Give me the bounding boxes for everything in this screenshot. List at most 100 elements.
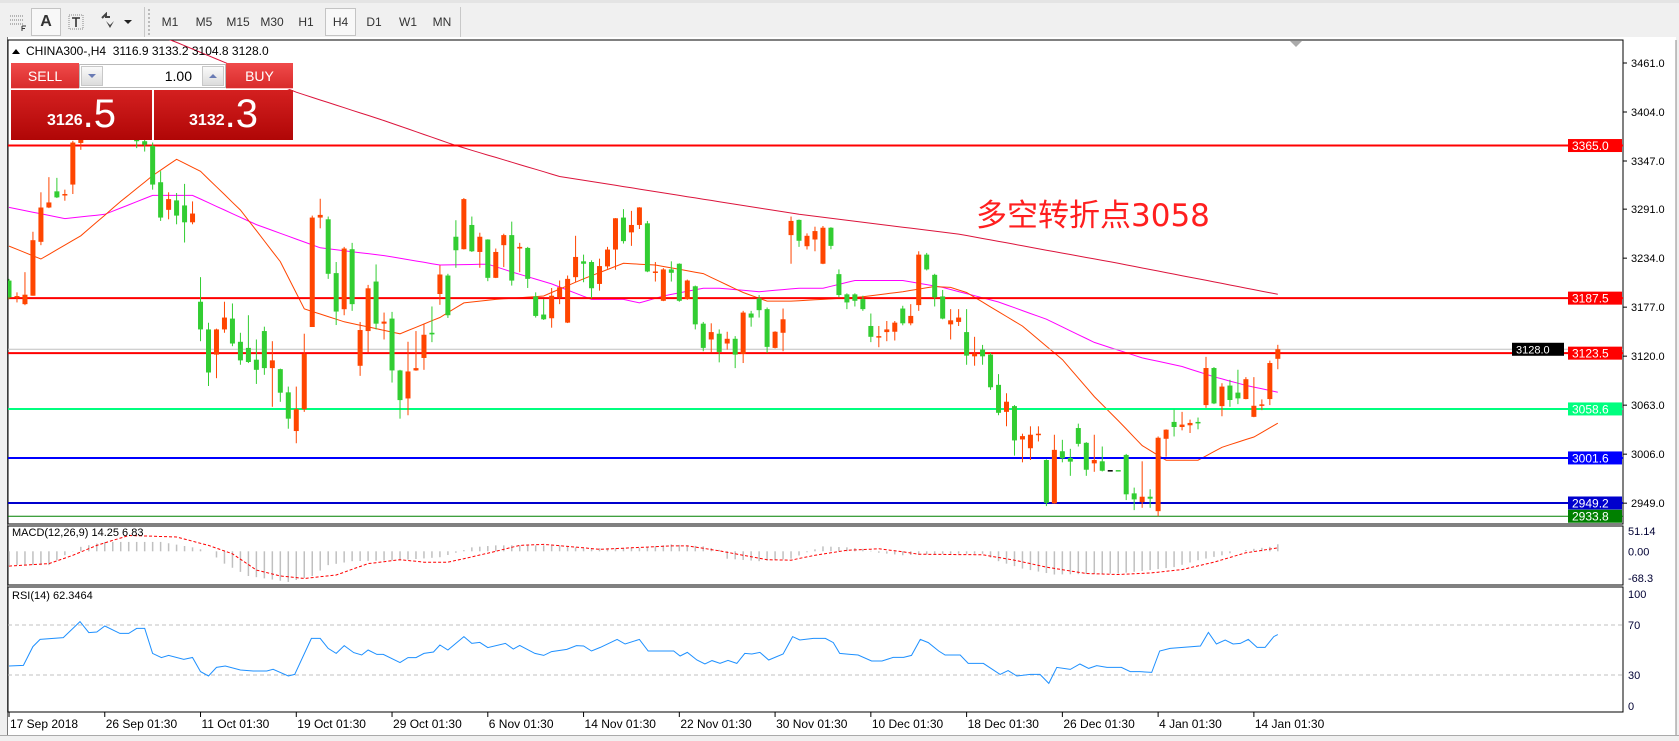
candle[interactable]	[30, 231, 36, 296]
candle[interactable]	[860, 295, 866, 311]
candle[interactable]	[7, 278, 12, 300]
candle[interactable]	[1219, 383, 1225, 417]
candle[interactable]	[732, 336, 738, 369]
candle[interactable]	[908, 304, 914, 326]
candle[interactable]	[772, 331, 778, 349]
candle[interactable]	[1043, 459, 1049, 507]
candle[interactable]	[892, 320, 898, 341]
candle[interactable]	[158, 171, 164, 221]
candle[interactable]	[373, 264, 379, 330]
candle[interactable]	[1083, 442, 1089, 476]
candle[interactable]	[1139, 461, 1145, 508]
candle[interactable]	[253, 339, 259, 384]
candle[interactable]	[1107, 470, 1113, 472]
candle[interactable]	[692, 285, 698, 330]
candle[interactable]	[525, 246, 531, 288]
candle[interactable]	[413, 331, 419, 371]
candle[interactable]	[956, 309, 962, 326]
candle[interactable]	[221, 301, 227, 333]
candle[interactable]	[676, 263, 682, 302]
candle[interactable]	[1067, 448, 1073, 476]
candle[interactable]	[652, 262, 658, 282]
chart-annotation-text[interactable]: 多空转折点3058	[976, 198, 1210, 234]
candle[interactable]	[812, 226, 818, 252]
candle[interactable]	[612, 218, 618, 270]
candle[interactable]	[884, 320, 890, 342]
candle[interactable]	[1267, 360, 1273, 406]
candle[interactable]	[213, 328, 219, 379]
candle[interactable]	[261, 326, 267, 375]
candle[interactable]	[198, 277, 204, 342]
candle[interactable]	[932, 273, 938, 307]
candle[interactable]	[70, 140, 76, 195]
candle[interactable]	[740, 310, 746, 364]
candle[interactable]	[237, 332, 243, 365]
timeframe-h1[interactable]: H1	[298, 15, 314, 29]
candle[interactable]	[1187, 419, 1193, 434]
candle[interactable]	[469, 216, 475, 252]
candle[interactable]	[501, 233, 507, 268]
candle[interactable]	[628, 210, 634, 246]
candle[interactable]	[764, 307, 770, 353]
candle[interactable]	[581, 254, 587, 283]
candle[interactable]	[22, 272, 28, 306]
candle[interactable]	[1123, 453, 1129, 501]
candle[interactable]	[605, 246, 610, 269]
candle[interactable]	[1091, 434, 1097, 472]
candle[interactable]	[828, 227, 834, 250]
chart-shift-marker-icon[interactable]	[1290, 41, 1302, 47]
candle[interactable]	[1235, 369, 1241, 405]
candle[interactable]	[1275, 344, 1281, 370]
candle[interactable]	[844, 293, 850, 310]
candle[interactable]	[206, 322, 211, 386]
candle[interactable]	[150, 142, 156, 190]
lot-size-stepper[interactable]	[79, 64, 226, 88]
candle[interactable]	[245, 315, 251, 364]
candle[interactable]	[1227, 379, 1233, 407]
arrows-dropdown-icon[interactable]	[95, 8, 137, 36]
candle[interactable]	[1099, 446, 1105, 472]
candle[interactable]	[996, 374, 1002, 416]
candle[interactable]	[309, 215, 315, 328]
candle[interactable]	[38, 192, 44, 246]
timeframe-h4[interactable]: H4	[325, 8, 356, 36]
candle[interactable]	[293, 386, 299, 444]
candle[interactable]	[620, 209, 626, 244]
candle[interactable]	[317, 198, 323, 229]
candle[interactable]	[948, 309, 954, 340]
candle[interactable]	[668, 261, 674, 282]
candle[interactable]	[804, 233, 810, 250]
candle[interactable]	[924, 252, 930, 271]
candle[interactable]	[461, 198, 467, 250]
candle[interactable]	[453, 220, 459, 268]
candle[interactable]	[365, 284, 371, 353]
candle[interactable]	[557, 280, 563, 305]
candle[interactable]	[381, 312, 387, 340]
candle[interactable]	[325, 216, 331, 279]
candle[interactable]	[644, 220, 650, 273]
candle[interactable]	[509, 221, 515, 286]
candle[interactable]	[597, 258, 603, 291]
candle[interactable]	[54, 177, 60, 199]
sell-price-button[interactable]: 3126.5	[11, 90, 152, 140]
candle[interactable]	[1171, 409, 1177, 437]
buy-button[interactable]: BUY	[226, 63, 293, 89]
candle[interactable]	[589, 260, 595, 299]
candle[interactable]	[1155, 436, 1161, 517]
candle[interactable]	[836, 269, 842, 298]
candle[interactable]	[405, 341, 411, 416]
candle[interactable]	[485, 239, 491, 282]
candle[interactable]	[852, 293, 858, 307]
candle[interactable]	[684, 279, 690, 300]
candle[interactable]	[493, 248, 499, 279]
text-tool-button[interactable]: A	[31, 8, 61, 36]
collapse-triangle-icon[interactable]	[12, 49, 20, 54]
timeframe-w1[interactable]: W1	[399, 15, 417, 29]
candle[interactable]	[429, 306, 435, 343]
candle[interactable]	[1059, 439, 1065, 463]
candle[interactable]	[988, 352, 994, 390]
candle[interactable]	[565, 275, 571, 324]
candle[interactable]	[1011, 405, 1017, 456]
chart-tabs-bar[interactable]	[0, 735, 1679, 741]
candle[interactable]	[708, 323, 714, 353]
